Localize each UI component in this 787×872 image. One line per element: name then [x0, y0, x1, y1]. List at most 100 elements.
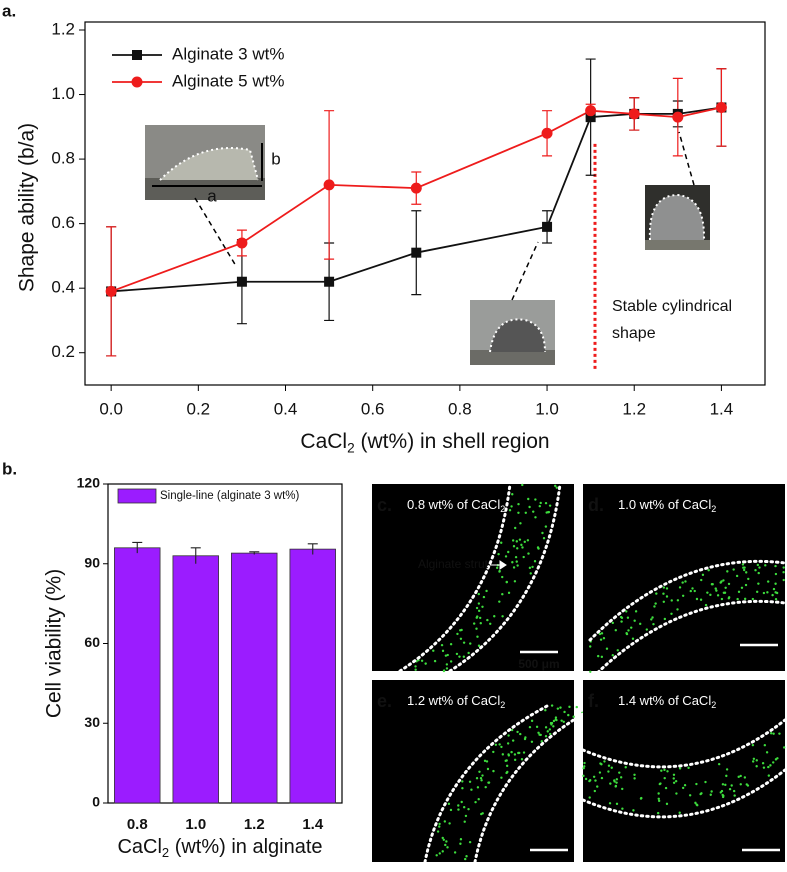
cell-dot — [445, 663, 449, 666]
cell-dot — [552, 725, 555, 728]
cell-dot — [724, 783, 727, 787]
cell-dot — [511, 561, 514, 564]
cell-dot — [528, 566, 532, 570]
cell-dot — [552, 719, 556, 723]
point — [628, 108, 640, 120]
cell-dot — [539, 501, 542, 505]
cell-dot — [460, 628, 463, 632]
cell-dot — [639, 622, 642, 626]
cell-dot — [706, 591, 709, 594]
cell-dot — [674, 779, 678, 783]
caption-text: 1.4 wt% of CaCl — [618, 693, 711, 708]
cell-dot — [507, 754, 511, 757]
cell-dot — [625, 631, 628, 635]
caption-sub: 2 — [500, 700, 505, 710]
cell-dot — [681, 594, 685, 597]
cell-dot — [575, 705, 578, 709]
cell-dot — [477, 644, 481, 647]
cell-dot — [755, 765, 758, 768]
cell-dot — [468, 780, 472, 783]
cell-dot — [739, 783, 742, 786]
cell-dot — [588, 779, 591, 783]
cell-dot — [600, 655, 604, 659]
cell-dot — [457, 804, 460, 807]
caption-text: 1.2 wt% of CaCl — [407, 693, 500, 708]
cell-dot — [725, 768, 729, 771]
strut-edge — [588, 559, 787, 642]
cell-dot — [720, 597, 724, 601]
caption-text: 1.0 wt% of CaCl — [618, 497, 711, 512]
cell-dot — [614, 784, 618, 788]
cell-dot — [477, 609, 481, 613]
cell-dot — [776, 757, 779, 760]
inset-photo-base — [145, 178, 265, 200]
cell-dot — [467, 807, 470, 811]
axis-label: CaCl2 (wt%) in alginate — [117, 836, 322, 860]
panel-caption: 1.4 wt% of CaCl2 — [618, 693, 716, 710]
caption-sub: 2 — [711, 504, 716, 514]
cell-dot — [548, 504, 552, 507]
cell-dot — [589, 670, 592, 674]
cell-dot — [512, 566, 516, 569]
point — [542, 221, 553, 232]
cell-dot — [548, 728, 552, 731]
cell-dot — [630, 626, 633, 629]
cell-dot — [761, 762, 765, 765]
x-tick-label: 0.2 — [187, 399, 211, 418]
cell-dot — [492, 769, 495, 773]
cell-dot — [670, 612, 673, 616]
strut-edge — [423, 703, 551, 864]
strut-edge — [448, 482, 562, 673]
cell-dot — [678, 811, 681, 814]
cell-dot — [730, 784, 733, 787]
cell-dot — [442, 838, 445, 842]
cell-dot — [755, 759, 758, 762]
cell-dot — [769, 764, 772, 767]
cell-dot — [436, 830, 440, 833]
cell-dot — [757, 571, 760, 575]
cell-dot — [562, 720, 565, 723]
cell-dot — [720, 580, 723, 583]
cell-dot — [456, 632, 459, 636]
cell-dot — [598, 771, 602, 774]
cell-dot — [757, 582, 760, 585]
cell-dot — [475, 616, 478, 619]
cell-dot — [453, 851, 457, 854]
cell-dot — [755, 590, 759, 594]
cell-dot — [441, 649, 445, 653]
cell-dot — [704, 603, 708, 607]
cell-dot — [766, 591, 769, 594]
cell-dot — [656, 811, 660, 815]
y-tick-label: 30 — [84, 714, 100, 730]
cell-dot — [732, 568, 735, 571]
panel-label: b. — [2, 459, 17, 478]
strut-edge — [473, 703, 601, 864]
cell-dot — [707, 569, 710, 572]
cell-dot — [501, 753, 505, 756]
cell-dot — [615, 781, 618, 784]
panel-letter: e. — [377, 691, 392, 711]
y-tick-label: 120 — [77, 475, 101, 491]
cell-dot — [560, 719, 563, 722]
cell-dot — [432, 649, 435, 652]
cell-dot — [550, 704, 554, 707]
cell-dot — [464, 814, 468, 818]
cell-dot — [549, 732, 552, 736]
cell-dot — [438, 825, 441, 828]
cell-dot — [665, 587, 669, 590]
cell-dot — [501, 615, 504, 618]
cell-dot — [476, 635, 479, 638]
cell-dot — [620, 616, 624, 620]
cell-dot — [737, 590, 741, 594]
cell-dot — [721, 783, 725, 786]
cell-dot — [448, 822, 451, 825]
cell-dot — [633, 777, 636, 780]
cell-dot — [778, 732, 781, 735]
cell-dot — [621, 787, 624, 791]
cell-dot — [461, 787, 464, 790]
cell-dot — [510, 505, 513, 508]
cell-dot — [489, 622, 492, 625]
cell-dot — [754, 569, 757, 572]
cell-dot — [544, 734, 548, 738]
cell-dot — [507, 734, 510, 737]
